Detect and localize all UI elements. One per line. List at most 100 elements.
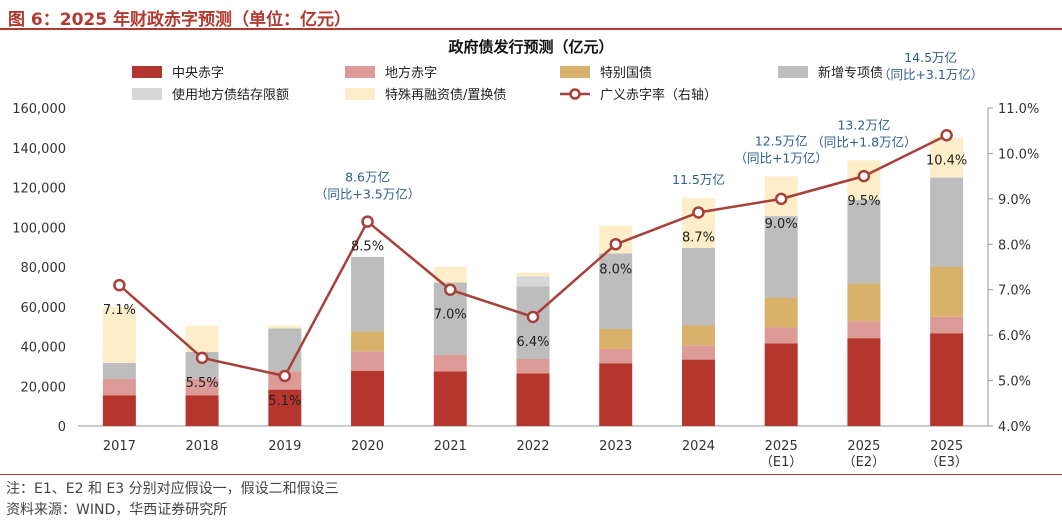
line-data-label: 5.1% (268, 394, 301, 409)
line-data-label: 8.0% (599, 262, 632, 277)
x-tick-label: 2024 (682, 439, 715, 454)
bar-segment (268, 389, 302, 426)
legend-label: 使用地方债结存限额 (172, 87, 289, 103)
legend-swatch (345, 66, 375, 78)
bar-segment (351, 256, 385, 332)
x-tick-label: 2020 (351, 439, 384, 454)
bar-segment (516, 272, 550, 277)
bar-segment (599, 329, 633, 349)
annotation-label: 8.6万亿 (345, 170, 390, 185)
legend-swatch (132, 88, 162, 100)
legend-label: 中央赤字 (172, 66, 224, 81)
bar-segment (268, 325, 302, 329)
line-data-label: 10.4% (926, 153, 967, 168)
line-point (692, 206, 705, 219)
legend-swatch (345, 88, 375, 100)
y-left-tick-label: 80,000 (21, 261, 67, 276)
y-left-tick-label: 60,000 (21, 301, 67, 316)
bar-segment (102, 362, 136, 379)
figure-title: 图 6：2025 年财政赤字预测（单位：亿元） (8, 10, 351, 30)
legend-label: 特别国债 (600, 66, 652, 81)
bar-segment (681, 345, 715, 360)
x-tick-label: 2019 (268, 439, 301, 454)
x-tick-label: 2017 (103, 439, 136, 454)
y-left-tick-label: 140,000 (12, 142, 66, 157)
x-tick-label: 2023 (599, 439, 632, 454)
x-tick-label: 2025 (847, 439, 880, 454)
bar-segment (433, 355, 467, 372)
x-tick-label: 2025 (930, 439, 963, 454)
bar-segment (185, 395, 219, 426)
bar-segment (351, 351, 385, 371)
line-point (609, 238, 622, 251)
bar-segment (930, 316, 964, 334)
bar-segment (599, 348, 633, 364)
y-right-tick-label: 7.0% (998, 284, 1031, 299)
y-left-tick-label: 0 (58, 420, 66, 435)
line-point (278, 369, 292, 383)
line-data-label: 6.4% (516, 335, 549, 350)
annotation-label: （同比+3.1万亿） (878, 67, 983, 82)
bar-segment (351, 331, 385, 352)
line-point (361, 215, 374, 228)
bar-segment (847, 283, 881, 322)
bar-segment (764, 343, 798, 426)
bar-segment (102, 378, 136, 396)
bar-segment (930, 267, 964, 317)
annotation-label: 11.5万亿 (672, 172, 725, 187)
line-point (526, 310, 540, 324)
y-left-tick-label: 40,000 (21, 341, 67, 356)
legend-label: 新增专项债 (818, 65, 883, 81)
line-point (444, 283, 457, 296)
annotation-label: 14.5万亿 (904, 50, 957, 65)
y-left-tick-label: 120,000 (12, 182, 66, 197)
legend-line-marker (569, 88, 581, 100)
y-right-tick-label: 10.0% (998, 147, 1039, 162)
line-data-label: 8.5% (351, 240, 384, 255)
line-data-label: 9.0% (765, 217, 798, 232)
legend-swatch (560, 66, 590, 78)
plot-area: 0 20,000 40,000 60,000 80,000 100,000 120,000 1… (12, 50, 1039, 470)
bar-segment (102, 307, 136, 363)
line-point (113, 278, 126, 292)
y-left-tick-label: 100,000 (12, 221, 66, 236)
y-right-tick-label: 4.0% (998, 420, 1031, 435)
line-data-label: 5.5% (186, 376, 219, 391)
bar-segment (516, 276, 550, 287)
figure-source: 资料来源：WIND，华西证券研究所 (6, 502, 228, 518)
annotation-label: （同比+1.8万亿） (811, 134, 916, 149)
bar-segment (516, 373, 550, 426)
bar-segment (930, 333, 964, 426)
x-tick-label: （E3） (925, 455, 968, 470)
x-tick-label: 2022 (516, 439, 549, 454)
bar-segment (185, 378, 219, 396)
legend-swatch (778, 66, 808, 78)
figure-note: 注：E1、E2 和 E3 分别对应假设一，假设二和假设三 (6, 481, 339, 497)
line-data-label: 7.0% (434, 308, 467, 323)
y-left-tick-label: 20,000 (21, 380, 67, 395)
y-left-tick-label: 160,000 (12, 102, 66, 117)
chart-title: 政府债发行预测（亿元） (448, 38, 613, 56)
bar-segment (764, 297, 798, 328)
line-data-label: 9.5% (847, 194, 880, 209)
bar-segment (516, 359, 550, 374)
annotation-label: （同比+3.5万亿） (315, 187, 420, 202)
legend-label: 特殊再融资债/置换债 (385, 88, 506, 103)
bar-segment (433, 371, 467, 426)
legend-label: 地方赤字 (385, 65, 437, 81)
y-right-tick-label: 9.0% (998, 193, 1031, 208)
bar-segment (599, 253, 633, 330)
line-point (940, 129, 953, 142)
bar-segment (764, 216, 798, 298)
y-right-tick-label: 11.0% (998, 102, 1039, 117)
y-right-tick-label: 5.0% (998, 375, 1031, 390)
y-right-tick-label: 8.0% (998, 238, 1031, 253)
line-point (774, 192, 788, 206)
bar-segment (847, 321, 881, 339)
bottom-rule (0, 474, 1062, 475)
annotation-label: 13.2万亿 (837, 117, 890, 132)
line-point (195, 351, 209, 365)
annotation-label: （同比+1万亿） (734, 150, 827, 165)
